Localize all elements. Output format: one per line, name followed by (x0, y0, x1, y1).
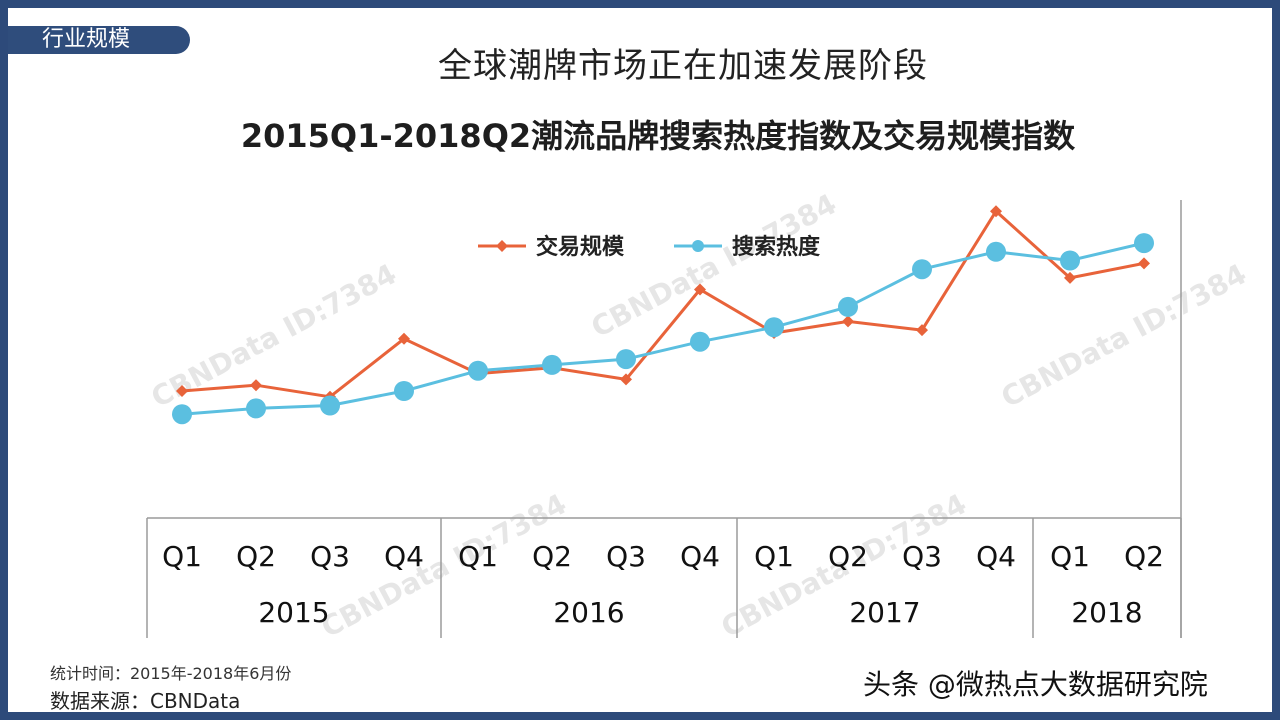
chart-legend: 交易规模 搜索热度 (478, 234, 821, 260)
slide-title: 全球潮牌市场正在加速发展阶段 (438, 46, 928, 86)
trade-point (990, 205, 1002, 218)
year-group-label: 2016 (553, 596, 624, 629)
series-markers (172, 205, 1154, 425)
trade-point (398, 332, 410, 345)
line-chart: CBNData ID:7384 CBNData ID:7384 CBNData ID… (146, 187, 1252, 644)
category-tick-label: Q2 (236, 540, 276, 573)
trade-point (842, 315, 854, 328)
search-point (690, 331, 710, 352)
year-group-labels: 2015 2016 2017 2018 (258, 596, 1142, 629)
category-tick-label: Q2 (532, 540, 572, 573)
category-tick-labels: Q1 Q2 Q3 Q4 Q1 Q2 Q3 Q4 Q1 Q2 Q3 Q4 Q1 Q2 (162, 540, 1164, 573)
category-tick-label: Q1 (1050, 540, 1090, 573)
category-tick-label: Q4 (384, 540, 424, 573)
category-tick-label: Q3 (606, 540, 646, 573)
search-point (394, 381, 414, 401)
series-line (181, 208, 1145, 399)
year-group-label: 2017 (849, 596, 920, 629)
search-point (320, 395, 340, 416)
trade-point (1064, 271, 1076, 284)
search-point (542, 354, 562, 375)
search-point (246, 398, 266, 419)
category-tick-label: Q1 (458, 540, 498, 573)
series-lines (181, 208, 1145, 416)
search-point (764, 317, 784, 338)
chart-title: 2015Q1-2018Q2潮流品牌搜索热度指数及交易规模指数 (240, 117, 1076, 155)
search-point (172, 404, 192, 425)
trade-point (1138, 257, 1150, 270)
year-group-label: 2015 (258, 596, 329, 629)
category-tick-label: Q2 (828, 540, 868, 573)
series-line (181, 241, 1145, 416)
search-point (616, 349, 636, 370)
category-tick-label: Q4 (976, 540, 1016, 573)
footer-source: 数据来源：CBNData (50, 689, 241, 712)
year-group-label: 2018 (1071, 596, 1142, 629)
category-tick-label: Q4 (680, 540, 720, 573)
search-point (1060, 250, 1080, 271)
trade-point (694, 283, 706, 296)
category-tick-label: Q1 (754, 540, 794, 573)
category-tick-label: Q2 (1124, 540, 1164, 573)
legend-label: 搜索热度 (732, 234, 821, 260)
section-tag: 行业规模 (8, 26, 190, 54)
category-axis-table (146, 200, 1182, 638)
search-point (986, 241, 1006, 262)
slide: 行业规模 全球潮牌市场正在加速发展阶段 2015Q1-2018Q2潮流品牌搜索热… (8, 8, 1272, 712)
trade-point (250, 379, 262, 392)
category-tick-label: Q3 (310, 540, 350, 573)
watermark-text: CBNData ID:7384 (996, 257, 1252, 414)
trade-point (176, 385, 188, 397)
category-tick-label: Q1 (162, 540, 202, 573)
legend-label: 交易规模 (536, 234, 625, 260)
weibo-watermark: 头条 @微热点大数据研究院 (863, 663, 1208, 703)
category-tick-label: Q3 (902, 540, 942, 573)
trade-point (620, 373, 632, 386)
search-point (838, 296, 858, 317)
legend-marker (496, 240, 508, 252)
search-point (912, 259, 932, 280)
search-point (1134, 233, 1154, 254)
legend-marker (692, 240, 704, 252)
footer-period: 统计时间：2015年-2018年6月份 (50, 664, 292, 683)
trade-point (916, 324, 928, 337)
search-point (468, 360, 488, 381)
